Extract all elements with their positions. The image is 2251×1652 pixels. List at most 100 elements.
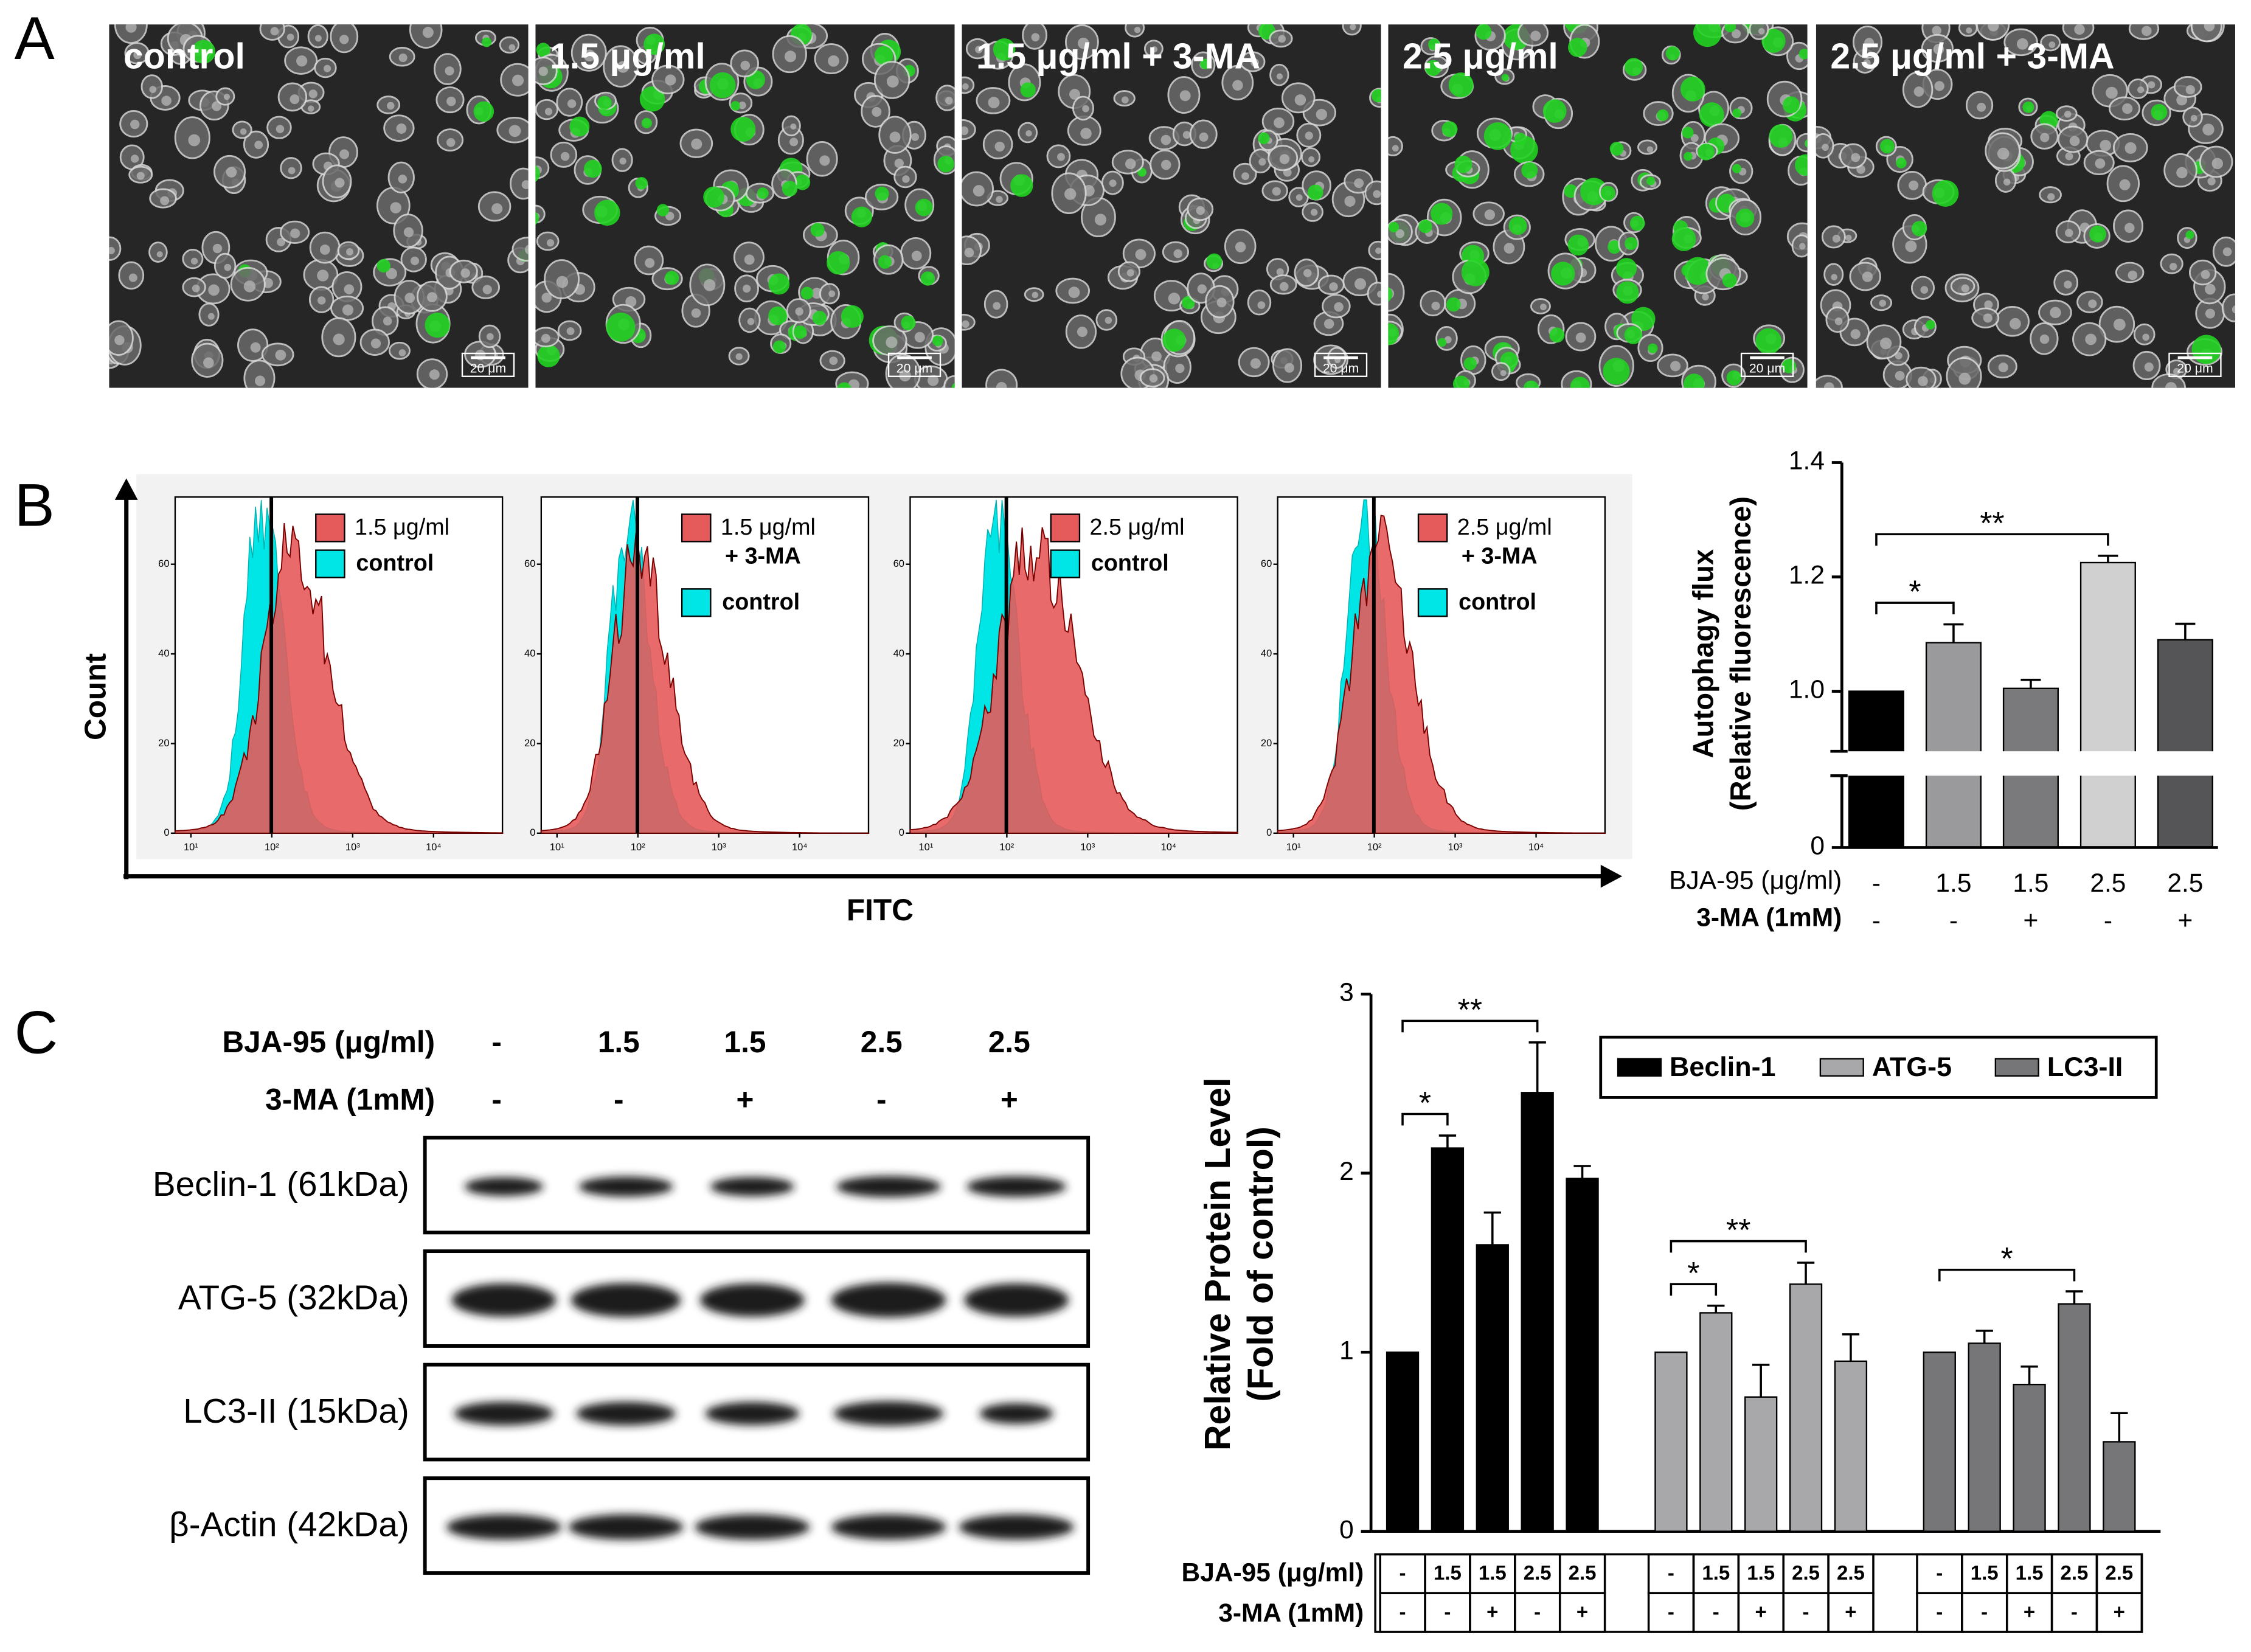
nucleus bbox=[1758, 28, 1765, 35]
green-puncta bbox=[1372, 89, 1381, 103]
nucleus bbox=[2204, 24, 2215, 32]
green-puncta bbox=[1684, 151, 1693, 161]
scale-bar-label: 20 μm bbox=[1749, 361, 1785, 376]
blot-band bbox=[966, 1176, 1066, 1197]
green-puncta bbox=[1508, 217, 1527, 235]
x-axis-label: FITC bbox=[847, 893, 914, 927]
nucleus bbox=[156, 251, 163, 258]
nucleus bbox=[1329, 282, 1338, 291]
x-tick-label: 1.5 bbox=[1971, 1562, 1999, 1584]
x-tick-label: 2.5 bbox=[1792, 1562, 1820, 1584]
nucleus bbox=[1920, 286, 1929, 294]
green-puncta bbox=[1454, 155, 1472, 173]
green-puncta bbox=[536, 43, 550, 57]
nucleus bbox=[2185, 85, 2196, 95]
green-puncta bbox=[1648, 343, 1658, 353]
nucleus bbox=[212, 101, 222, 111]
nucleus bbox=[1909, 180, 1919, 190]
nucleus bbox=[398, 53, 408, 62]
nucleus bbox=[1082, 105, 1089, 113]
nucleus bbox=[1182, 131, 1191, 139]
nucleus bbox=[795, 307, 803, 316]
nucleus bbox=[1344, 195, 1356, 207]
green-puncta bbox=[810, 223, 825, 237]
nucleus bbox=[2113, 318, 2126, 331]
nucleus bbox=[1932, 26, 1941, 36]
y-tick-label: 40 bbox=[158, 647, 169, 659]
x-tick-label: 1.5 bbox=[1747, 1562, 1775, 1584]
nucleus bbox=[160, 196, 170, 206]
nucleus bbox=[2048, 41, 2056, 48]
scale-bar-box bbox=[2168, 352, 2222, 377]
condition-value: + bbox=[1001, 1083, 1018, 1117]
nucleus bbox=[546, 239, 555, 247]
green-puncta bbox=[1783, 96, 1800, 114]
arrow-head bbox=[114, 478, 138, 500]
significance-label: ** bbox=[1458, 993, 1482, 1028]
error-bar bbox=[1975, 1330, 1993, 1344]
green-puncta bbox=[874, 46, 893, 65]
nucleus bbox=[512, 74, 524, 86]
green-puncta bbox=[665, 271, 679, 285]
nucleus bbox=[1057, 153, 1065, 161]
y-axis-label: Relative Protein Level bbox=[1198, 1078, 1238, 1451]
cell bbox=[1816, 375, 1843, 388]
nucleus bbox=[2003, 178, 2011, 186]
nucleus bbox=[735, 353, 743, 360]
nucleus bbox=[386, 268, 398, 280]
legend-label: 1.5 μg/ml bbox=[721, 515, 816, 540]
error-bar bbox=[2111, 1412, 2128, 1442]
nucleus bbox=[2085, 333, 2097, 345]
nucleus bbox=[390, 202, 401, 213]
x-tick-label: 2.5 bbox=[2105, 1562, 2133, 1584]
nucleus bbox=[1250, 58, 1259, 67]
nucleus bbox=[2222, 247, 2232, 257]
green-puncta bbox=[730, 116, 756, 142]
green-puncta bbox=[1682, 127, 1694, 139]
legend-swatch bbox=[1417, 513, 1448, 543]
nucleus bbox=[910, 133, 919, 141]
nucleus bbox=[333, 333, 345, 345]
x-tick-label: 10¹ bbox=[184, 841, 198, 853]
nucleus bbox=[691, 308, 701, 318]
nucleus bbox=[1966, 27, 1972, 34]
nucleus bbox=[1274, 117, 1285, 128]
blot-band bbox=[571, 1283, 681, 1317]
y-tick-label: 0 bbox=[1266, 827, 1272, 838]
nucleus bbox=[541, 293, 552, 303]
y-tick-label: 1.4 bbox=[1789, 447, 1825, 476]
error-bar bbox=[1438, 1134, 1457, 1148]
green-puncta bbox=[703, 186, 725, 208]
error-bar bbox=[2175, 622, 2196, 640]
green-puncta bbox=[1425, 60, 1441, 77]
green-puncta bbox=[993, 38, 1016, 61]
blot-band bbox=[705, 1402, 800, 1425]
green-puncta bbox=[1724, 24, 1736, 33]
green-puncta bbox=[1549, 327, 1565, 343]
nucleus bbox=[962, 320, 969, 328]
axis-break-gap bbox=[1843, 751, 2220, 776]
nucleus bbox=[790, 123, 797, 130]
nucleus bbox=[208, 284, 220, 296]
bar bbox=[1476, 1244, 1509, 1532]
green-puncta bbox=[794, 174, 811, 190]
nucleus bbox=[250, 342, 261, 353]
x-tick-label: 2.5 bbox=[1524, 1562, 1552, 1584]
treated-histogram bbox=[175, 522, 504, 834]
x-tick-label: - bbox=[1803, 1601, 1809, 1623]
nucleus bbox=[2106, 86, 2118, 99]
y-tick-label: 60 bbox=[1261, 558, 1272, 569]
blot-band bbox=[578, 1176, 673, 1197]
nucleus bbox=[2205, 283, 2216, 295]
nucleus bbox=[1863, 59, 1871, 67]
significance-label: * bbox=[1909, 575, 1921, 610]
nucleus bbox=[133, 50, 142, 60]
nucleus bbox=[645, 258, 655, 268]
green-puncta bbox=[1680, 77, 1705, 102]
nucleus bbox=[396, 123, 407, 134]
nucleus bbox=[2128, 270, 2138, 280]
x-tick-label: + bbox=[1845, 1601, 1856, 1623]
nucleus bbox=[460, 268, 470, 278]
treated-histogram bbox=[1277, 515, 1606, 834]
bar bbox=[2157, 639, 2213, 849]
